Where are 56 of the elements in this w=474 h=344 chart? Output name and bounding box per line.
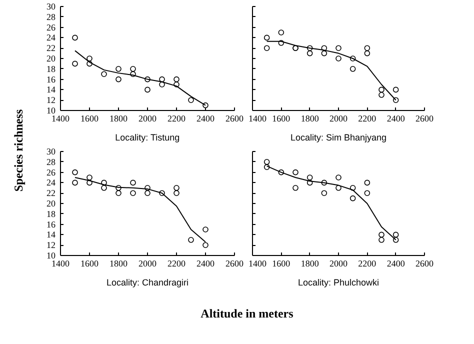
y-axis-title: Species richness [12, 109, 26, 192]
x-tick-label: 1600 [272, 258, 291, 268]
y-tick-label: 10 [46, 106, 56, 116]
x-tick-label: 1400 [248, 258, 267, 268]
y-tick-label: 12 [46, 95, 56, 106]
x-tick-label: 2000 [138, 114, 157, 124]
text: Locality: Chandragiri [106, 278, 189, 288]
text: Locality: Sim Bhanjyang [290, 132, 387, 142]
x-tick-label: 2400 [196, 258, 215, 268]
x-tick-label: 1400 [248, 114, 267, 124]
x-tick-label: 1600 [80, 114, 99, 124]
x-tick-label: 1400 [52, 258, 70, 268]
y-tick-label: 20 [46, 54, 56, 64]
x-tick-label: 2000 [330, 258, 348, 268]
y-tick-label: 30 [46, 2, 56, 12]
x-tick-label: 1800 [300, 114, 320, 124]
x-tick-label: 2400 [386, 114, 406, 124]
x-tick-label: 2600 [416, 258, 434, 268]
x-tick-label: 2200 [168, 258, 186, 268]
y-tick-label: 16 [46, 219, 56, 230]
y-tick-label: 30 [46, 146, 56, 156]
y-tick-label: 26 [46, 167, 56, 178]
y-tick-label: 28 [46, 12, 56, 22]
y-tick-label: 26 [46, 22, 56, 32]
x-tick-label: 1800 [110, 258, 128, 268]
y-tick-label: 22 [46, 43, 56, 54]
x-tick-label: 2600 [226, 258, 244, 268]
x-tick-label: 2400 [386, 258, 406, 268]
text: Locality: Phulchowki [298, 278, 380, 288]
x-tick-label: 1600 [80, 258, 99, 268]
x-tick-label: 2000 [138, 258, 157, 268]
x-tick-label: 2200 [168, 114, 186, 124]
y-tick-label: 16 [46, 74, 56, 84]
x-tick-label: 1800 [110, 114, 128, 124]
y-tick-label: 20 [46, 198, 56, 208]
x-tick-label: 2200 [358, 114, 377, 124]
y-tick-label: 28 [46, 156, 56, 167]
y-tick-label: 24 [46, 32, 56, 43]
x-tick-label: 2600 [226, 114, 244, 124]
x-tick-label: 1800 [300, 258, 320, 268]
y-tick-label: 24 [46, 178, 56, 188]
y-tick-label: 14 [46, 84, 56, 95]
text: Locality: Tistung [115, 132, 180, 142]
y-tick-label: 14 [46, 230, 56, 240]
x-tick-label: 2000 [330, 114, 348, 124]
x-axis-title: Altitude in meters [200, 306, 294, 320]
x-tick-label: 1600 [272, 114, 291, 124]
x-tick-label: 2200 [358, 258, 377, 268]
x-tick-label: 1400 [52, 114, 70, 124]
y-tick-label: 10 [46, 250, 56, 260]
x-tick-label: 2400 [196, 114, 215, 124]
y-tick-label: 12 [46, 240, 56, 250]
y-tick-label: 18 [46, 64, 56, 74]
x-tick-label: 2600 [416, 114, 434, 124]
y-tick-label: 22 [46, 188, 56, 198]
y-tick-label: 18 [46, 208, 56, 219]
